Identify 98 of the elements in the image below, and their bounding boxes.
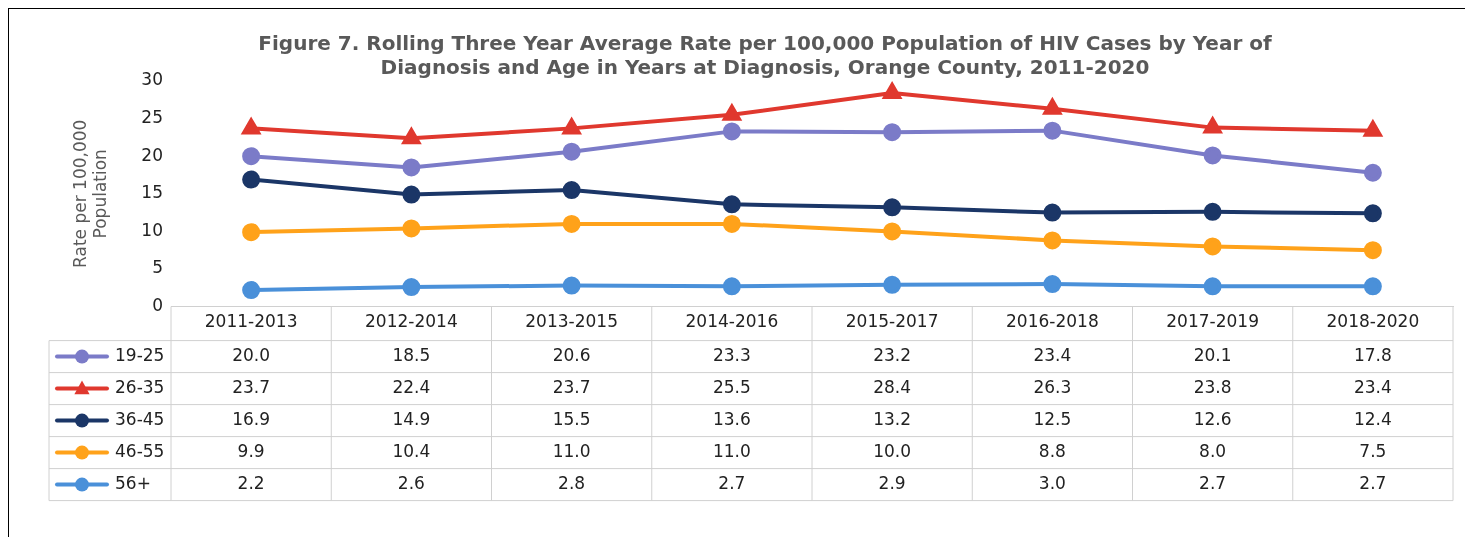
point bbox=[1203, 146, 1222, 165]
data-label: 2.7 bbox=[1199, 473, 1227, 494]
point bbox=[722, 195, 741, 214]
data-label: 23.4 bbox=[1353, 377, 1392, 398]
point bbox=[1043, 231, 1062, 250]
point bbox=[1363, 277, 1382, 296]
point bbox=[883, 83, 902, 100]
data-label: 25.5 bbox=[712, 377, 751, 398]
data-label: 2.2 bbox=[237, 473, 265, 494]
point bbox=[562, 214, 581, 233]
legend-label: 36-45 bbox=[115, 409, 165, 430]
data-label: 9.9 bbox=[237, 441, 265, 462]
data-label: 20.6 bbox=[552, 345, 591, 366]
y-tick-label: 25 bbox=[141, 107, 163, 128]
data-label: 10.4 bbox=[392, 441, 431, 462]
data-label: 23.3 bbox=[712, 345, 751, 366]
x-tick-label: 2012-2014 bbox=[365, 311, 458, 332]
point bbox=[562, 142, 581, 161]
data-label: 13.6 bbox=[712, 409, 751, 430]
point bbox=[1043, 121, 1062, 140]
x-tick-label: 2013-2015 bbox=[525, 311, 618, 332]
data-label: 28.4 bbox=[873, 377, 912, 398]
point bbox=[1203, 237, 1222, 256]
point bbox=[242, 223, 261, 242]
data-label: 12.5 bbox=[1033, 409, 1072, 430]
x-tick-label: 2016-2018 bbox=[1006, 311, 1099, 332]
y-tick-label: 20 bbox=[141, 144, 163, 165]
data-label: 22.4 bbox=[392, 377, 431, 398]
point bbox=[883, 198, 902, 217]
point bbox=[1363, 241, 1382, 260]
point bbox=[1043, 203, 1062, 222]
data-label: 2.9 bbox=[878, 473, 906, 494]
data-label: 14.9 bbox=[392, 409, 431, 430]
point bbox=[242, 170, 261, 189]
point bbox=[883, 222, 902, 241]
point bbox=[722, 214, 741, 233]
point bbox=[883, 123, 902, 142]
point bbox=[562, 181, 581, 200]
point bbox=[562, 276, 581, 295]
data-label: 23.7 bbox=[232, 377, 271, 398]
data-label: 7.5 bbox=[1359, 441, 1387, 462]
y-tick-label: 10 bbox=[141, 219, 163, 240]
data-label: 3.0 bbox=[1038, 473, 1066, 494]
y-axis-title: Rate per 100,000 Population bbox=[69, 119, 111, 268]
point bbox=[1043, 275, 1062, 294]
point bbox=[402, 158, 421, 177]
data-label: 2.7 bbox=[718, 473, 746, 494]
x-tick-label: 2018-2020 bbox=[1326, 311, 1420, 332]
point bbox=[1203, 277, 1222, 296]
data-label: 2.6 bbox=[397, 473, 425, 494]
data-label: 26.3 bbox=[1033, 377, 1072, 398]
x-tick-label: 2014-2016 bbox=[685, 311, 779, 332]
x-tick-label: 2017-2019 bbox=[1166, 311, 1259, 332]
data-label: 23.7 bbox=[552, 377, 591, 398]
data-label: 11.0 bbox=[712, 441, 751, 462]
point bbox=[722, 277, 741, 296]
y-tick-label: 30 bbox=[141, 69, 163, 90]
y-tick-label: 15 bbox=[141, 182, 163, 203]
point bbox=[1363, 204, 1382, 223]
point bbox=[402, 185, 421, 204]
data-label: 12.4 bbox=[1353, 409, 1392, 430]
legend-label: 56+ bbox=[115, 473, 151, 494]
legend-label: 26-35 bbox=[115, 377, 165, 398]
legend-label: 46-55 bbox=[115, 441, 165, 462]
data-label: 17.8 bbox=[1353, 345, 1392, 366]
point bbox=[722, 122, 741, 141]
data-label: 11.0 bbox=[552, 441, 591, 462]
point bbox=[402, 219, 421, 238]
data-label: 20.0 bbox=[232, 345, 271, 366]
data-label: 13.2 bbox=[873, 409, 912, 430]
point bbox=[1203, 202, 1222, 221]
point bbox=[1363, 163, 1382, 182]
chart-title: Figure 7. Rolling Three Year Average Rate per 100,000 Population of HIV Cases by Year of Diagnosis and Age in Years at Diagnosis, Orange County, 2011-2020 bbox=[258, 31, 1272, 80]
point bbox=[562, 118, 581, 135]
y-tick-label: 0 bbox=[152, 295, 163, 316]
data-label: 2.7 bbox=[1359, 473, 1387, 494]
data-label: 18.5 bbox=[392, 345, 431, 366]
y-tick-label: 5 bbox=[152, 257, 163, 278]
point bbox=[242, 281, 261, 300]
point bbox=[883, 275, 902, 294]
point bbox=[402, 128, 421, 145]
data-label: 23.4 bbox=[1033, 345, 1072, 366]
data-label: 10.0 bbox=[873, 441, 912, 462]
x-tick-label: 2015-2017 bbox=[845, 311, 939, 332]
x-tick-label: 2011-2013 bbox=[204, 311, 298, 332]
data-label: 8.8 bbox=[1038, 441, 1066, 462]
legend-label: 19-25 bbox=[115, 345, 165, 366]
point bbox=[242, 118, 261, 135]
data-label: 20.1 bbox=[1193, 345, 1232, 366]
data-label: 23.8 bbox=[1193, 377, 1232, 398]
data-label: 15.5 bbox=[552, 409, 591, 430]
data-label: 8.0 bbox=[1199, 441, 1227, 462]
data-label: 16.9 bbox=[232, 409, 271, 430]
point bbox=[402, 278, 421, 297]
data-label: 23.2 bbox=[873, 345, 912, 366]
data-label: 12.6 bbox=[1193, 409, 1232, 430]
data-label: 2.8 bbox=[558, 473, 586, 494]
point bbox=[242, 147, 261, 166]
